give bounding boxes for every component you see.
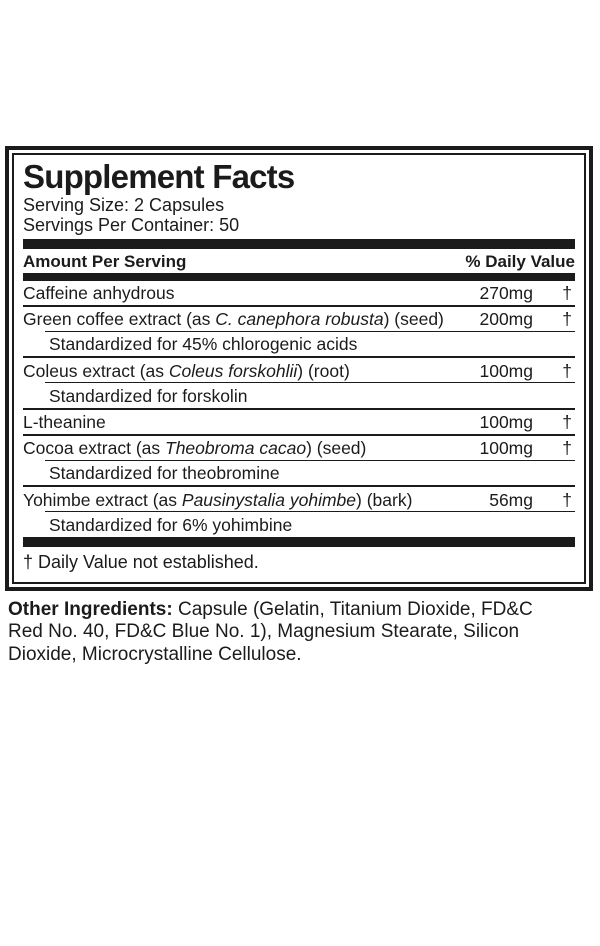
- daily-value-dagger: †: [562, 283, 572, 304]
- row-separator: [23, 356, 575, 359]
- servings-per-container: Servings Per Container: 50: [23, 214, 240, 235]
- ingredient-scientific-name: Coleus forskohlii: [168, 360, 298, 381]
- daily-value-dagger: †: [562, 309, 572, 330]
- ingredient-name: Coleus extract (as Coleus forskohlii) (r…: [23, 361, 455, 381]
- standardization-separator: [45, 511, 575, 513]
- ingredient-name-text: Caffeine anhydrous: [23, 283, 175, 304]
- standardization-row: Standardized for theobromine: [23, 461, 575, 486]
- row-separator: [23, 433, 575, 436]
- ingredient-name-suffix: ) (seed): [383, 309, 444, 330]
- ingredient-name-suffix: ) (root): [297, 360, 350, 381]
- ingredient-name-text: Cocoa extract (as: [23, 438, 165, 459]
- ingredient-amount: 100mg: [479, 360, 533, 381]
- standardization-text: Standardized for theobromine: [49, 463, 280, 484]
- standardization-text: Standardized for 45% chlorogenic acids: [49, 334, 358, 355]
- standardization-row: Standardized for forskolin: [23, 383, 575, 408]
- ingredient-amount: 270mg: [479, 283, 533, 304]
- other-ingredients-text: Capsule (Gelatin, Titanium Dioxide, FD&C…: [8, 598, 533, 665]
- ingredient-name-text: Green coffee extract (as: [23, 309, 216, 330]
- standardization-text: Standardized for 6% yohimbine: [49, 514, 293, 535]
- ingredient-name: L-theanine: [23, 412, 455, 432]
- ingredient-name-suffix: ) (seed): [306, 438, 367, 459]
- column-header-amount: Amount Per Serving: [23, 251, 187, 271]
- ingredient-name: Cocoa extract (as Theobroma cacao) (seed…: [23, 438, 455, 458]
- daily-value-dagger: †: [562, 438, 572, 459]
- column-header-daily-value: % Daily Value: [465, 251, 575, 271]
- row-separator: [23, 304, 575, 307]
- thick-divider-top: [23, 238, 575, 249]
- ingredient-name-suffix: ) (bark): [356, 489, 413, 510]
- ingredient-name: Caffeine anhydrous: [23, 283, 455, 303]
- daily-value-dagger: †: [562, 412, 572, 433]
- other-ingredients-label: Other Ingredients:: [8, 598, 173, 620]
- supplement-facts-inner-box: Supplement Facts Serving Size: 2 Capsule…: [12, 153, 586, 584]
- ingredient-row: Cocoa extract (as Theobroma cacao) (seed…: [23, 436, 575, 460]
- ingredient-name-text: L-theanine: [23, 412, 106, 433]
- row-separator: [23, 485, 575, 488]
- ingredient-scientific-name: C. canephora robusta: [215, 309, 384, 330]
- thick-divider-header: [23, 272, 575, 281]
- ingredient-name: Green coffee extract (as C. canephora ro…: [23, 309, 455, 329]
- ingredient-row: L-theanine 100mg †: [23, 410, 575, 434]
- ingredient-name-text: Coleus extract (as: [23, 360, 169, 381]
- daily-value-dagger: †: [562, 489, 572, 510]
- ingredient-row: Caffeine anhydrous 270mg †: [23, 281, 575, 305]
- ingredient-scientific-name: Theobroma cacao: [165, 438, 307, 459]
- other-ingredients-paragraph: Other Ingredients: Capsule (Gelatin, Tit…: [8, 599, 560, 667]
- ingredient-row: Green coffee extract (as C. canephora ro…: [23, 307, 575, 331]
- ingredient-amount: 100mg: [479, 438, 533, 459]
- standardization-row: Standardized for 45% chlorogenic acids: [23, 332, 575, 357]
- standardization-text: Standardized for forskolin: [49, 385, 248, 406]
- row-separator: [23, 407, 575, 410]
- standardization-row: Standardized for 6% yohimbine: [23, 512, 575, 537]
- ingredient-scientific-name: Pausinystalia yohimbe: [181, 489, 357, 510]
- standardization-separator: [45, 459, 575, 461]
- ingredient-name-text: Yohimbe extract (as: [23, 489, 182, 510]
- ingredient-amount: 200mg: [479, 309, 533, 330]
- panel-title: Supplement Facts: [23, 158, 295, 195]
- supplement-facts-panel: Supplement Facts Serving Size: 2 Capsule…: [5, 146, 593, 591]
- ingredient-row: Coleus extract (as Coleus forskohlii) (r…: [23, 358, 575, 382]
- ingredient-amount: 100mg: [479, 412, 533, 433]
- thick-divider-bottom: [23, 536, 575, 547]
- ingredient-row: Yohimbe extract (as Pausinystalia yohimb…: [23, 487, 575, 511]
- serving-size: Serving Size: 2 Capsules: [23, 194, 225, 215]
- daily-value-dagger: †: [562, 360, 572, 381]
- column-header-row: Amount Per Serving % Daily Value: [23, 249, 575, 273]
- ingredient-name: Yohimbe extract (as Pausinystalia yohimb…: [23, 490, 455, 510]
- ingredient-amount: 56mg: [489, 489, 533, 510]
- standardization-separator: [45, 382, 575, 384]
- standardization-separator: [45, 330, 575, 332]
- daily-value-footnote: † Daily Value not established.: [23, 551, 259, 572]
